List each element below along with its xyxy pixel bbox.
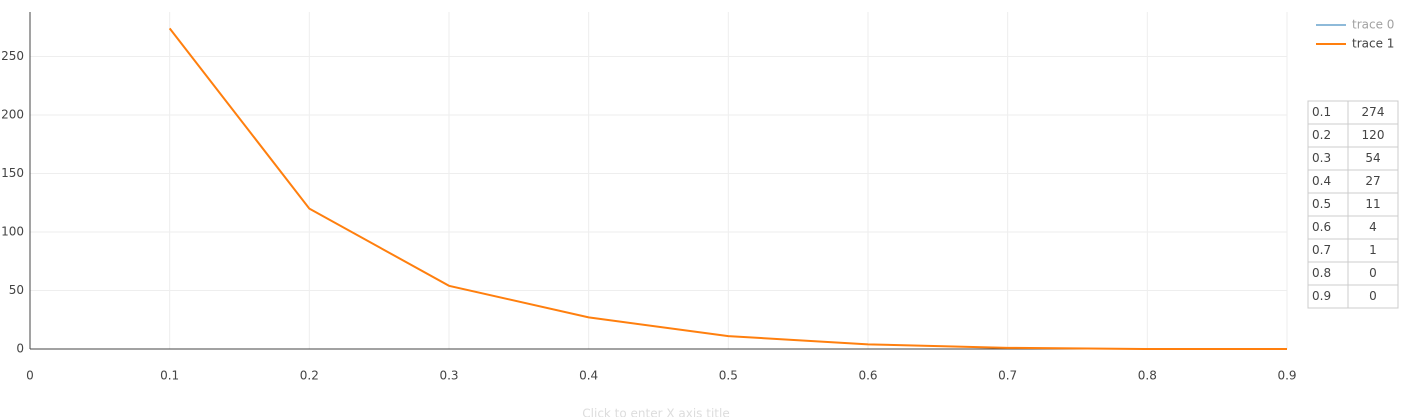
table-cell: 11 <box>1365 197 1380 211</box>
legend-label[interactable]: trace 0 <box>1352 18 1394 32</box>
table-cell: 120 <box>1362 128 1385 142</box>
x-tick-label: 0.4 <box>579 369 598 383</box>
table-cell: 0.7 <box>1312 243 1331 257</box>
table-cell: 0.5 <box>1312 197 1331 211</box>
x-tick-label: 0.9 <box>1277 369 1296 383</box>
y-tick-label: 250 <box>1 49 24 63</box>
x-tick-label: 0.7 <box>998 369 1017 383</box>
x-tick-label: 0.1 <box>160 369 179 383</box>
x-tick-label: 0.6 <box>858 369 877 383</box>
table-cell: 274 <box>1362 105 1385 119</box>
y-tick-label: 200 <box>1 107 24 121</box>
table-border <box>1307 100 1399 309</box>
table-cell: 54 <box>1365 151 1380 165</box>
data-line <box>168 27 1287 350</box>
y-tick-label: 50 <box>9 283 24 297</box>
x-tick-label: 0.5 <box>719 369 738 383</box>
table-cell: 4 <box>1369 220 1377 234</box>
table-cell: 0.6 <box>1312 220 1331 234</box>
table-cell: 1 <box>1369 243 1377 257</box>
table-cell: 0.3 <box>1312 151 1331 165</box>
x-tick-label: 0.2 <box>300 369 319 383</box>
table-cell: 27 <box>1365 174 1380 188</box>
y-tick-label: 150 <box>1 166 24 180</box>
table-cell: 0 <box>1369 266 1377 280</box>
x-tick-label: 0.8 <box>1138 369 1157 383</box>
legend-label[interactable]: trace 1 <box>1352 37 1394 51</box>
x-tick-label: 0.3 <box>439 369 458 383</box>
table-cell: 0.8 <box>1312 266 1331 280</box>
x-tick-label: 0 <box>26 369 34 383</box>
y-tick-label: 0 <box>16 342 24 356</box>
table-cell: 0.9 <box>1312 289 1331 303</box>
table-cell: 0.2 <box>1312 128 1331 142</box>
table-cell: 0.1 <box>1312 105 1331 119</box>
table-cell: 0.4 <box>1312 174 1331 188</box>
table-cell: 0 <box>1369 289 1377 303</box>
x-axis-title-placeholder[interactable]: Click to enter X axis title <box>582 407 729 417</box>
y-tick-label: 100 <box>1 224 24 238</box>
